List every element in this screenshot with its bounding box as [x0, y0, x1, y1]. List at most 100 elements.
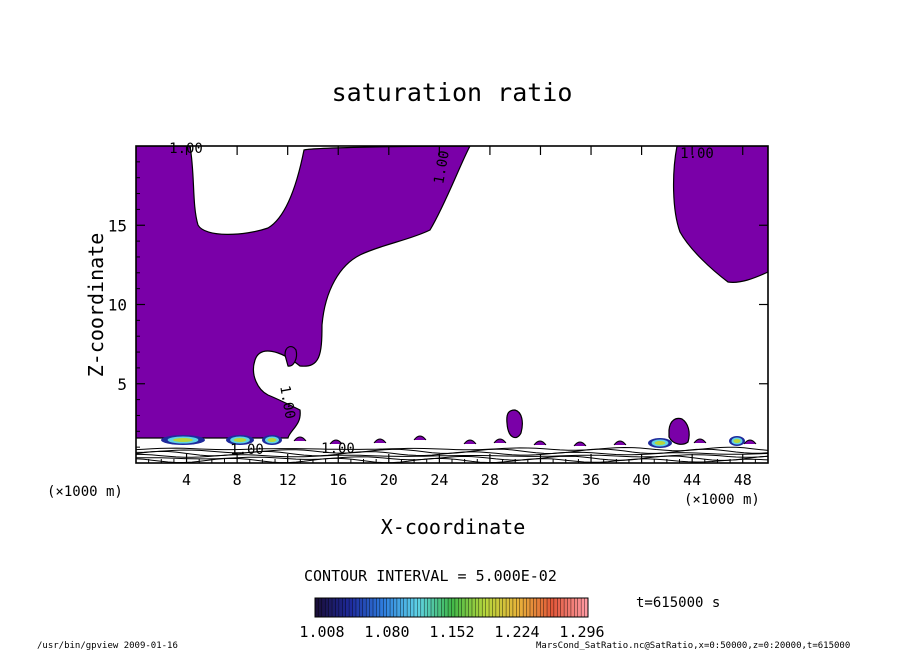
surface-bump [613, 440, 627, 446]
footer-left: /usr/bin/gpview 2009-01-16 [37, 641, 178, 651]
surface-bump [693, 438, 707, 444]
colorbar-segment [448, 598, 452, 617]
surface-contour-layers [136, 435, 768, 463]
colorbar-segment [574, 598, 579, 617]
colorbar-segment [540, 598, 544, 617]
colorbar-segment [454, 598, 459, 617]
colorbar-segment [519, 598, 524, 617]
colorbar-tick-label: 1.008 [299, 623, 344, 641]
colorbar-segment [369, 598, 374, 617]
colorbar-segment [509, 598, 514, 617]
colorbar-segment [396, 598, 401, 617]
colorbar-segment [393, 598, 398, 617]
hotspot-inner [654, 441, 666, 445]
colorbar-segment [581, 598, 585, 617]
x-unit-label-right: (×1000 m) [684, 492, 760, 508]
colorbar-segment [451, 598, 456, 617]
colorbar-segment [502, 598, 507, 617]
colorbar-segment [557, 598, 561, 617]
x-tick-label: 20 [380, 471, 398, 489]
colorbar-segment [321, 598, 326, 617]
x-tick-label: 12 [279, 471, 297, 489]
colorbar-segment [431, 598, 435, 617]
colorbar-segment [564, 598, 568, 617]
hotspot-inner [173, 438, 193, 442]
contour-label: 1.00 [321, 441, 355, 457]
surface-bump [463, 439, 477, 445]
colorbar-segment [407, 598, 411, 617]
colorbar-segment [485, 598, 490, 617]
colorbar-segment [478, 598, 483, 617]
colorbar-segment [526, 598, 531, 617]
colorbar-segment [328, 598, 333, 617]
colorbar-segment [499, 598, 503, 617]
colorbar-segment [349, 598, 353, 617]
hotspot-inner [233, 438, 247, 442]
x-axis-ticks: 4 8 12 16 20 24 28 32 36 40 44 48 [148, 146, 756, 489]
surface-bump [329, 439, 343, 445]
colorbar: 1.008 1.080 1.152 1.224 1.296 [299, 597, 605, 641]
surface-contour-line [136, 457, 768, 463]
saturated-region-right [672, 146, 768, 283]
surface-bump [413, 435, 427, 441]
colorbar-segment [434, 598, 439, 617]
colorbar-segment [441, 598, 445, 617]
colorbar-segment [444, 598, 449, 617]
colorbar-segment [386, 598, 391, 617]
hotspot-inner [267, 438, 277, 442]
colorbar-segment [465, 598, 469, 617]
colorbar-segment [379, 598, 384, 617]
contour-label: 1.00 [276, 384, 298, 420]
colorbar-segment [567, 598, 572, 617]
colorbar-segment [584, 598, 589, 617]
x-tick-label: 36 [582, 471, 600, 489]
colorbar-segment [560, 598, 565, 617]
colorbar-segment [495, 598, 500, 617]
colorbar-segment [332, 598, 336, 617]
colorbar-segment [338, 598, 343, 617]
surface-contour-line [136, 446, 768, 452]
colorbar-segment [315, 598, 319, 617]
colorbar-segment [427, 598, 432, 617]
colorbar-segment [516, 598, 521, 617]
colorbar-segment [400, 598, 405, 617]
colorbar-segment [335, 598, 340, 617]
colorbar-segment [403, 598, 408, 617]
surface-contour-line [136, 455, 768, 461]
plot-area [136, 146, 768, 463]
colorbar-segment [492, 598, 497, 617]
hotspot-inner [733, 439, 741, 443]
colorbar-segment [533, 598, 538, 617]
surface-bump [373, 438, 387, 444]
colorbar-segment [376, 598, 381, 617]
colorbar-segment [506, 598, 510, 617]
colorbar-segment [318, 598, 323, 617]
colorbar-segment [355, 598, 360, 617]
saturated-blob [668, 417, 690, 445]
x-tick-label: 40 [633, 471, 651, 489]
x-tick-label: 44 [683, 471, 701, 489]
colorbar-segment [410, 598, 415, 617]
contour-label: 1.00 [431, 149, 453, 185]
colorbar-segment [359, 598, 364, 617]
chart-title: saturation ratio [331, 78, 573, 107]
high-saturation-hotspots [161, 435, 745, 448]
surface-bump [743, 439, 757, 445]
contour-labels: 1.001.001.001.001.001.00 [169, 141, 714, 458]
x-tick-label: 16 [329, 471, 347, 489]
colorbar-segment [417, 598, 422, 617]
footer-right: MarsCond_SatRatio.nc@SatRatio,x=0:50000,… [536, 641, 851, 651]
x-tick-label: 4 [182, 471, 191, 489]
surface-contour-line [136, 450, 768, 457]
y-tick-label: 10 [108, 296, 127, 315]
colorbar-segment [345, 598, 350, 617]
y-tick-label: 5 [117, 375, 127, 394]
colorbar-segment [553, 598, 558, 617]
colorbar-segment [420, 598, 425, 617]
y-axis-ticks: 5 10 15 [108, 161, 768, 448]
colorbar-segment [362, 598, 367, 617]
x-axis-label: X-coordinate [380, 515, 526, 539]
contour-label: 1.00 [680, 146, 714, 162]
colorbar-segment [471, 598, 476, 617]
